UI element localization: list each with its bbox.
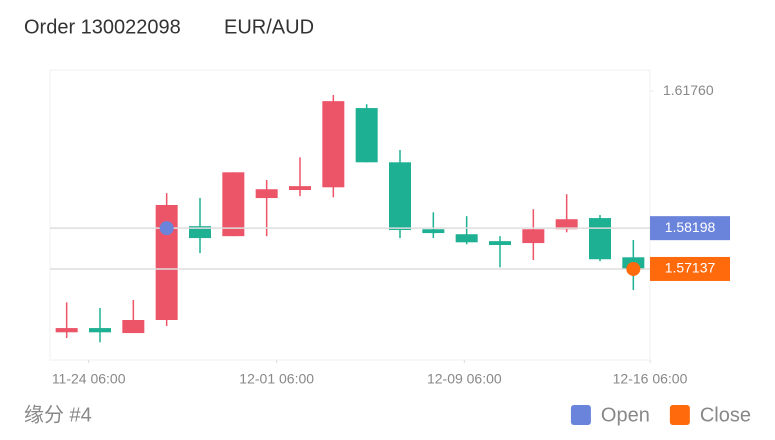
y-tick-label: 1.61760 xyxy=(663,82,714,98)
plot-frame xyxy=(49,69,651,361)
legend-swatch xyxy=(570,405,591,425)
candle-body xyxy=(555,219,578,230)
x-tick-label: 12-09 06:00 xyxy=(427,371,502,387)
candle-body xyxy=(522,229,545,244)
x-tick-label: 12-01 06:00 xyxy=(239,371,314,387)
candle-body xyxy=(322,101,345,188)
x-tick-label: 11-24 06:00 xyxy=(52,371,126,387)
candle-body xyxy=(155,205,178,320)
candle-body xyxy=(222,172,245,237)
candle-body xyxy=(89,328,111,333)
legend-label: Close xyxy=(700,404,751,426)
candle-body xyxy=(422,229,445,234)
x-tick-label: 12-16 06:00 xyxy=(613,371,688,387)
marker-point xyxy=(626,261,641,276)
candle-body xyxy=(455,234,478,243)
footer-label: 缘分 #4 xyxy=(24,403,92,426)
candle-body xyxy=(355,108,378,163)
candle-body xyxy=(122,320,145,334)
candle-body xyxy=(389,162,411,230)
chart-subtitle: EUR/AUD xyxy=(224,16,314,38)
candle-body xyxy=(255,189,278,199)
price-tag-label: 1.57137 xyxy=(665,260,716,276)
price-tag xyxy=(650,256,730,281)
candle-body xyxy=(189,226,211,239)
candle-body xyxy=(55,328,78,333)
marker-point xyxy=(159,221,174,236)
candle-body xyxy=(489,241,511,245)
candle-body xyxy=(289,186,311,190)
legend-swatch xyxy=(669,405,690,425)
price-tag xyxy=(650,216,730,241)
candle-body xyxy=(589,218,611,260)
legend-label: Open xyxy=(601,404,650,426)
chart-title: Order 130022098 xyxy=(24,16,181,38)
price-tag-label: 1.58198 xyxy=(665,219,716,235)
